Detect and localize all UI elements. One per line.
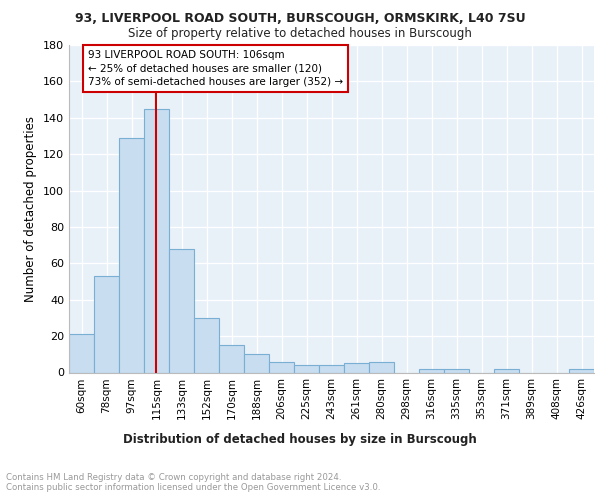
Text: Contains HM Land Registry data © Crown copyright and database right 2024.
Contai: Contains HM Land Registry data © Crown c… bbox=[6, 472, 380, 492]
Bar bbox=[344, 364, 369, 372]
Bar bbox=[569, 369, 594, 372]
Bar bbox=[419, 369, 444, 372]
Text: Size of property relative to detached houses in Burscough: Size of property relative to detached ho… bbox=[128, 28, 472, 40]
Bar bbox=[144, 108, 169, 372]
Bar bbox=[194, 318, 219, 372]
Bar bbox=[294, 365, 319, 372]
Y-axis label: Number of detached properties: Number of detached properties bbox=[25, 116, 37, 302]
Bar bbox=[444, 369, 469, 372]
Bar bbox=[494, 369, 519, 372]
Bar bbox=[94, 276, 119, 372]
Bar bbox=[119, 138, 144, 372]
Text: 93, LIVERPOOL ROAD SOUTH, BURSCOUGH, ORMSKIRK, L40 7SU: 93, LIVERPOOL ROAD SOUTH, BURSCOUGH, ORM… bbox=[74, 12, 526, 26]
Bar bbox=[319, 365, 344, 372]
Bar bbox=[69, 334, 94, 372]
Bar bbox=[269, 362, 294, 372]
Bar bbox=[369, 362, 394, 372]
Text: 93 LIVERPOOL ROAD SOUTH: 106sqm
← 25% of detached houses are smaller (120)
73% o: 93 LIVERPOOL ROAD SOUTH: 106sqm ← 25% of… bbox=[88, 50, 343, 87]
Bar bbox=[169, 249, 194, 372]
Bar bbox=[244, 354, 269, 372]
Text: Distribution of detached houses by size in Burscough: Distribution of detached houses by size … bbox=[123, 432, 477, 446]
Bar bbox=[219, 345, 244, 372]
